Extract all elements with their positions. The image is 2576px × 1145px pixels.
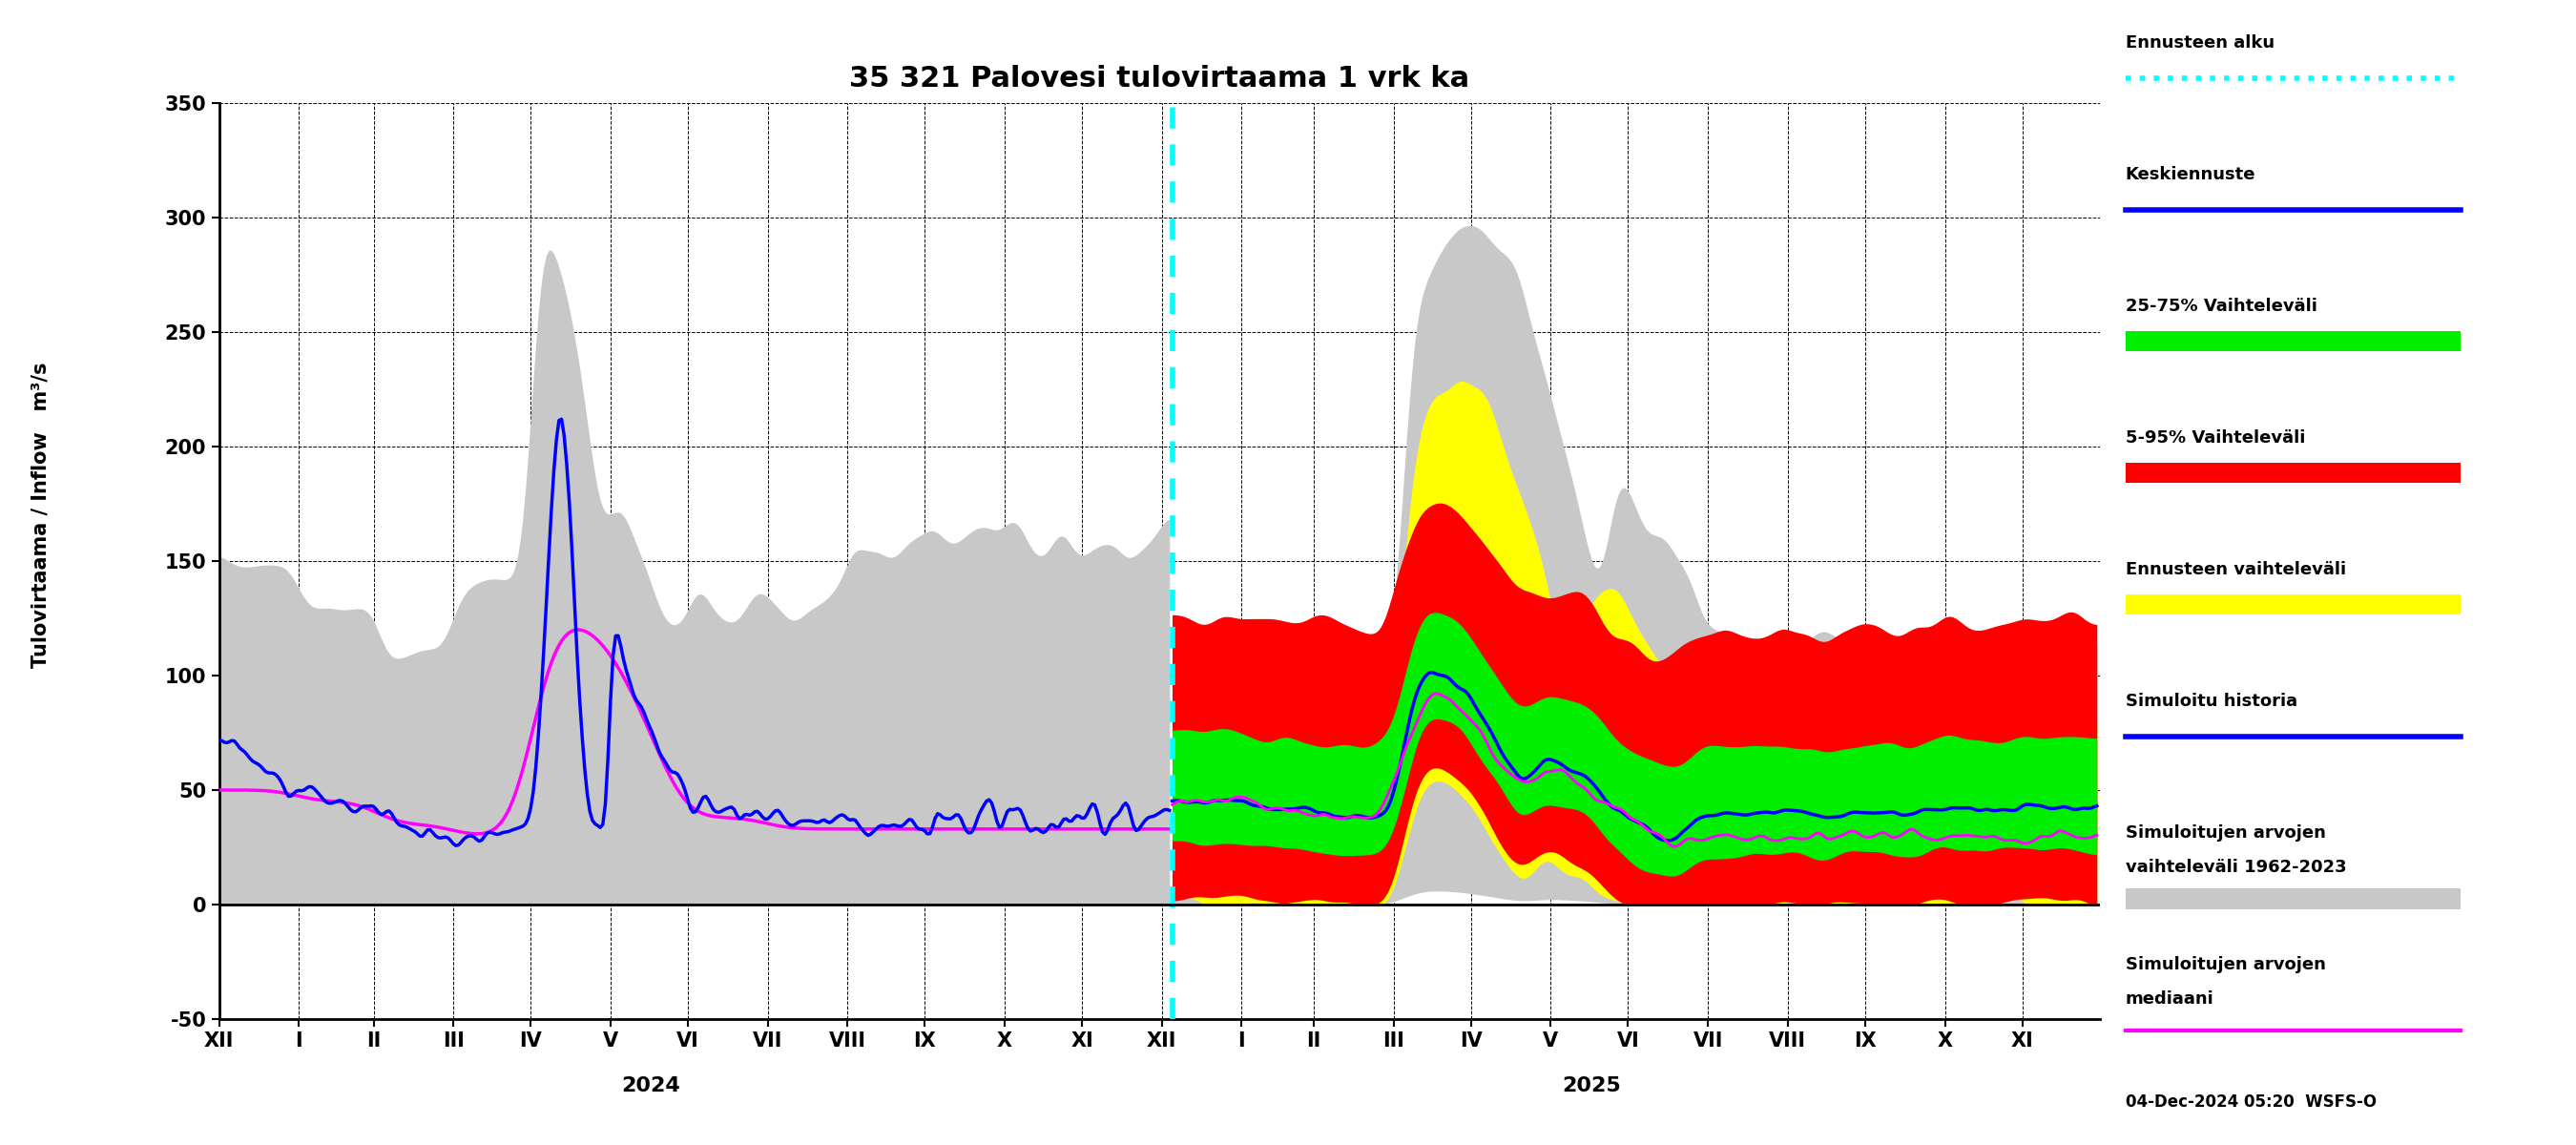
- Text: 2025: 2025: [1564, 1076, 1620, 1096]
- Text: mediaani: mediaani: [2125, 990, 2213, 1008]
- Text: Tulovirtaama / Inflow   m³/s: Tulovirtaama / Inflow m³/s: [31, 362, 49, 669]
- Text: 25-75% Vaihteleväli: 25-75% Vaihteleväli: [2125, 298, 2316, 315]
- Text: 2024: 2024: [621, 1076, 680, 1096]
- Text: 5-95% Vaihteleväli: 5-95% Vaihteleväli: [2125, 429, 2306, 447]
- Title: 35 321 Palovesi tulovirtaama 1 vrk ka: 35 321 Palovesi tulovirtaama 1 vrk ka: [850, 65, 1468, 93]
- Text: Simuloitu historia: Simuloitu historia: [2125, 693, 2298, 710]
- Text: Simuloitujen arvojen: Simuloitujen arvojen: [2125, 824, 2326, 842]
- Text: 04-Dec-2024 05:20  WSFS-O: 04-Dec-2024 05:20 WSFS-O: [2125, 1093, 2375, 1111]
- Text: Ennusteen alku: Ennusteen alku: [2125, 34, 2275, 52]
- Text: Ennusteen vaihteleväli: Ennusteen vaihteleväli: [2125, 561, 2347, 578]
- Text: Simuloitujen arvojen: Simuloitujen arvojen: [2125, 956, 2326, 973]
- Text: vaihteleväli 1962-2023: vaihteleväli 1962-2023: [2125, 859, 2347, 876]
- Text: Keskiennuste: Keskiennuste: [2125, 166, 2257, 183]
